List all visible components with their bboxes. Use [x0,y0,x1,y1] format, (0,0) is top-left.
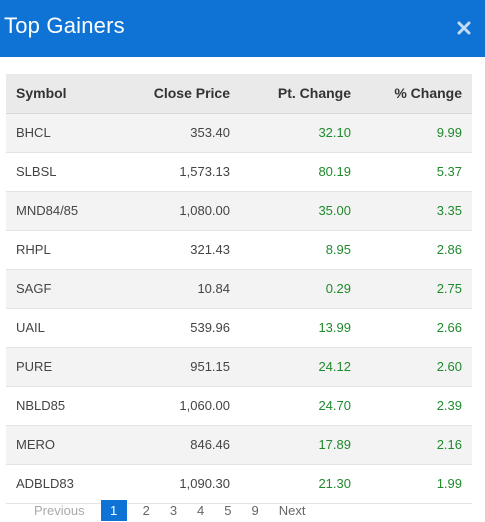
close-price-cell: 1,080.00 [119,191,240,231]
close-price-cell: 353.40 [119,113,240,153]
pct-change-cell: 5.37 [361,152,472,192]
close-price-cell: 951.15 [119,347,240,387]
pt-change-cell: 80.19 [240,152,361,192]
gainers-table-container: Symbol Close Price Pt. Change % Change B… [6,74,472,511]
symbol-cell: RHPL [6,230,119,270]
table-row[interactable]: BHCL 353.40 32.10 9.99 [6,113,472,153]
pt-change-cell: 8.95 [240,230,361,270]
pct-change-cell: 2.66 [361,308,472,348]
close-price-cell: 10.84 [119,269,240,309]
table-row[interactable]: ADBLD83 1,090.30 21.30 1.99 [6,464,472,504]
close-price-cell: 1,573.13 [119,152,240,192]
pct-change-cell: 2.60 [361,347,472,387]
close-price-cell: 1,060.00 [119,386,240,426]
symbol-cell: SAGF [6,269,119,309]
symbol-cell: ADBLD83 [6,464,119,504]
symbol-cell: BHCL [6,113,119,153]
table-row[interactable]: PURE 951.15 24.12 2.60 [6,347,472,387]
close-price-cell: 846.46 [119,425,240,465]
symbol-cell: MND84/85 [6,191,119,231]
pt-change-cell: 24.70 [240,386,361,426]
pct-change-cell: 9.99 [361,113,472,153]
pt-change-cell: 24.12 [240,347,361,387]
column-header-pt-change[interactable]: Pt. Change [240,74,361,114]
pt-change-cell: 21.30 [240,464,361,504]
modal-title: Top Gainers [4,13,125,38]
table-row[interactable]: SAGF 10.84 0.29 2.75 [6,269,472,309]
close-price-cell: 321.43 [119,230,240,270]
pt-change-cell: 17.89 [240,425,361,465]
pct-change-cell: 2.39 [361,386,472,426]
table-row[interactable]: NBLD85 1,060.00 24.70 2.39 [6,386,472,426]
table-row[interactable]: RHPL 321.43 8.95 2.86 [6,230,472,270]
pagination: Previous 1 2 3 4 5 9 Next [30,500,309,522]
table-header-row: Symbol Close Price Pt. Change % Change [6,74,472,114]
symbol-cell: MERO [6,425,119,465]
pct-change-cell: 2.75 [361,269,472,309]
symbol-cell: NBLD85 [6,386,119,426]
table-row[interactable]: UAIL 539.96 13.99 2.66 [6,308,472,348]
pct-change-cell: 2.86 [361,230,472,270]
close-price-cell: 1,090.30 [119,464,240,504]
pct-change-cell: 1.99 [361,464,472,504]
pct-change-cell: 3.35 [361,191,472,231]
pt-change-cell: 13.99 [240,308,361,348]
pt-change-cell: 35.00 [240,191,361,231]
gainers-table: Symbol Close Price Pt. Change % Change B… [6,74,472,504]
pct-change-cell: 2.16 [361,425,472,465]
modal-header: Top Gainers [0,0,485,57]
symbol-cell: PURE [6,347,119,387]
column-header-symbol[interactable]: Symbol [6,74,119,114]
table-row[interactable]: MND84/85 1,080.00 35.00 3.35 [6,191,472,231]
table-row[interactable]: MERO 846.46 17.89 2.16 [6,425,472,465]
close-button[interactable] [455,15,473,41]
column-header-close-price[interactable]: Close Price [119,74,240,114]
close-price-cell: 539.96 [119,308,240,348]
table-row[interactable]: SLBSL 1,573.13 80.19 5.37 [6,152,472,192]
column-header-pct-change[interactable]: % Change [361,74,472,114]
pt-change-cell: 0.29 [240,269,361,309]
close-icon [457,21,471,35]
pt-change-cell: 32.10 [240,113,361,153]
symbol-cell: UAIL [6,308,119,348]
symbol-cell: SLBSL [6,152,119,192]
